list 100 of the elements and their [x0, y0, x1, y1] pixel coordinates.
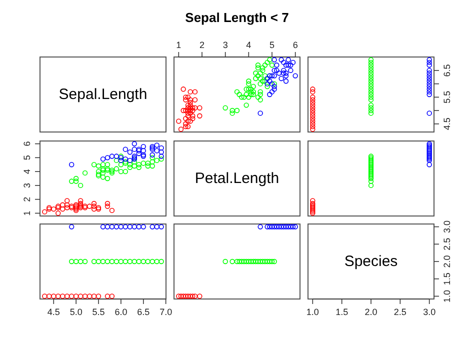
- y-tick-label: 4: [22, 169, 32, 174]
- point: [150, 152, 155, 158]
- point: [190, 113, 196, 118]
- point: [114, 154, 120, 159]
- point: [264, 81, 270, 86]
- point: [426, 70, 432, 76]
- x-tick-label: 6.0: [114, 307, 128, 317]
- point: [234, 89, 240, 94]
- point: [183, 94, 188, 100]
- point: [267, 57, 272, 62]
- text: Sepal.Length: [58, 86, 148, 103]
- point: [288, 62, 294, 68]
- point: [426, 62, 432, 68]
- point: [188, 108, 193, 114]
- point: [183, 97, 188, 102]
- point: [255, 65, 261, 70]
- point: [278, 76, 284, 82]
- point: [262, 78, 268, 84]
- point: [86, 204, 92, 209]
- point: [100, 156, 106, 162]
- point: [104, 155, 110, 160]
- point: [368, 86, 374, 92]
- point: [239, 94, 244, 100]
- point: [51, 206, 56, 212]
- x-tick-label: 1: [176, 40, 182, 50]
- point: [185, 102, 191, 108]
- point: [190, 116, 196, 122]
- point: [310, 126, 316, 132]
- point: [368, 92, 374, 98]
- x-tick-label: 6.5: [137, 307, 150, 317]
- point: [368, 78, 374, 84]
- point: [264, 84, 270, 90]
- point: [368, 182, 374, 188]
- point: [283, 62, 289, 68]
- point: [246, 86, 252, 92]
- point: [310, 124, 316, 130]
- y2-tick-label: 1.5: [442, 272, 452, 286]
- point: [272, 86, 277, 92]
- point: [154, 148, 160, 154]
- point: [310, 97, 316, 102]
- point: [244, 92, 249, 98]
- point: [310, 113, 316, 118]
- x-tick-label: 4: [246, 40, 252, 50]
- point: [190, 105, 196, 110]
- point: [276, 70, 282, 76]
- point: [150, 159, 155, 164]
- point: [82, 170, 88, 176]
- y2-tick-label: 5.5: [442, 90, 452, 104]
- point: [104, 204, 110, 209]
- point: [272, 57, 277, 62]
- point: [114, 158, 120, 164]
- point: [104, 200, 110, 206]
- point: [140, 148, 146, 154]
- point: [258, 89, 263, 94]
- point: [109, 208, 115, 214]
- point: [310, 108, 316, 114]
- point: [140, 160, 146, 166]
- point: [426, 57, 432, 62]
- point: [426, 81, 432, 86]
- point: [426, 68, 432, 74]
- point: [158, 145, 164, 151]
- point: [64, 198, 70, 204]
- point: [310, 102, 316, 108]
- point: [310, 86, 316, 92]
- y-tick-label: 2: [22, 196, 32, 202]
- point: [258, 81, 263, 86]
- point: [255, 94, 261, 100]
- point: [368, 108, 374, 114]
- point: [150, 155, 155, 160]
- point: [100, 174, 106, 180]
- point: [96, 163, 102, 169]
- x-tick-label: 7.0: [160, 307, 172, 317]
- point: [192, 89, 198, 94]
- point: [185, 108, 191, 114]
- point: [60, 206, 66, 212]
- point: [185, 124, 191, 130]
- point: [281, 60, 286, 66]
- point: [183, 121, 188, 126]
- point: [136, 150, 142, 156]
- point: [368, 70, 374, 76]
- point: [154, 142, 160, 148]
- point: [192, 105, 198, 110]
- point: [127, 164, 133, 170]
- point: [260, 65, 266, 70]
- point: [118, 168, 124, 174]
- x-tick-label: 3: [222, 40, 228, 50]
- point: [91, 200, 97, 206]
- y-tick-label: 3: [22, 182, 32, 188]
- point: [426, 110, 432, 116]
- point: [269, 81, 275, 86]
- x-tick-label: 4.5: [47, 307, 60, 317]
- point: [158, 150, 164, 155]
- point: [269, 73, 275, 78]
- point: [100, 162, 106, 168]
- point: [64, 205, 70, 210]
- y2-tick-label: 2.5: [442, 238, 452, 250]
- point: [281, 68, 286, 74]
- point: [73, 176, 79, 182]
- y-tick-label: 5: [22, 155, 32, 160]
- point: [250, 84, 256, 90]
